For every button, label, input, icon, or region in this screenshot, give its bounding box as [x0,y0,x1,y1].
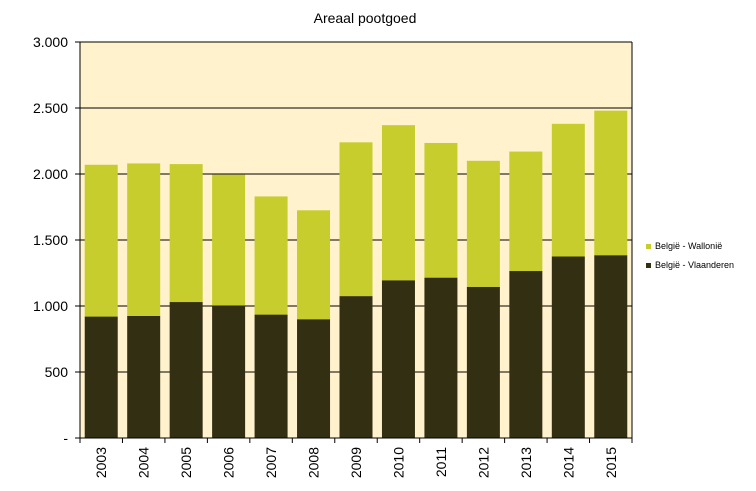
bar-vlaanderen-2003 [84,316,118,438]
bar-wallonie-2003 [84,164,118,317]
x-tick-label-2010: 2010 [390,447,406,478]
bar-vlaanderen-2006 [212,305,246,438]
legend-label: België - Wallonië [655,241,722,251]
x-tick-label-2012: 2012 [475,447,491,478]
x-tick-label-2005: 2005 [178,447,194,478]
bar-vlaanderen-2009 [339,296,373,438]
x-tick-label-2004: 2004 [136,447,152,478]
bar-vlaanderen-2013 [509,271,543,438]
bar-wallonie-2004 [127,163,161,316]
bar-wallonie-2015 [594,110,628,256]
y-tick-label: 2.000 [33,166,68,182]
y-tick-labels: - 500 1.000 1.500 2.000 2.500 3.000 [33,34,68,446]
bar-vlaanderen-2007 [254,314,288,438]
bar-vlaanderen-2011 [424,277,458,438]
bar-vlaanderen-2015 [594,255,628,438]
y-tick-label: 500 [45,364,69,380]
x-tick-label-2007: 2007 [263,447,279,478]
axes [75,41,633,443]
bar-wallonie-2012 [466,160,500,287]
bar-vlaanderen-2008 [297,319,331,438]
legend-label: België - Vlaanderen [655,260,734,270]
x-tick-label-2009: 2009 [348,447,364,478]
bar-wallonie-2014 [551,123,585,257]
y-tick-label: 1.500 [33,232,68,248]
x-tick-label-2014: 2014 [560,447,576,478]
y-tick-label: 3.000 [33,34,68,50]
x-tick-label-2011: 2011 [433,447,449,477]
x-tick-labels: 2003 2004 2005 2006 2007 2008 2009 2010 2011 2012… [93,447,619,478]
y-tick-label: 2.500 [33,100,68,116]
x-tick-label-2015: 2015 [603,447,619,478]
legend-swatch [646,244,651,249]
bar-wallonie-2013 [509,151,543,272]
y-tick-label: 1.000 [33,298,68,314]
bars [84,110,628,438]
bar-wallonie-2010 [381,125,415,281]
x-tick-label-2013: 2013 [518,447,534,478]
legend-swatch [646,263,651,268]
bar-vlaanderen-2012 [466,286,500,438]
bar-wallonie-2005 [169,164,203,303]
bar-wallonie-2009 [339,142,373,297]
x-tick-label-2008: 2008 [306,447,322,478]
legend: België - Wallonië België - Vlaanderen [646,241,734,270]
bar-vlaanderen-2010 [381,280,415,438]
y-tick-label: - [63,430,68,446]
bar-vlaanderen-2014 [551,256,585,438]
x-tick-label-2003: 2003 [93,447,109,478]
bar-wallonie-2008 [297,210,331,320]
bar-vlaanderen-2005 [169,302,203,438]
chart-title: Areaal pootgoed [314,10,417,26]
bar-wallonie-2006 [212,174,246,306]
x-tick-label-2006: 2006 [221,447,237,478]
bar-wallonie-2007 [254,196,288,315]
bar-wallonie-2011 [424,142,458,278]
bar-vlaanderen-2004 [127,315,161,438]
